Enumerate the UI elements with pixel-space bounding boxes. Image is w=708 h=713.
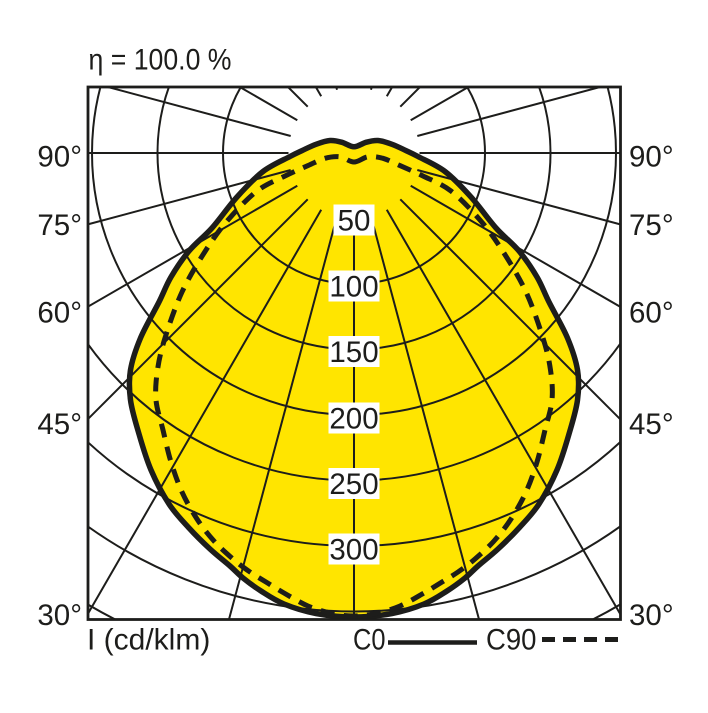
svg-text:60°: 60°	[37, 296, 82, 329]
svg-text:45°: 45°	[37, 408, 82, 441]
svg-text:C90: C90	[486, 624, 537, 657]
svg-text:30°: 30°	[629, 599, 674, 632]
svg-text:75°: 75°	[629, 209, 674, 242]
svg-text:50: 50	[338, 205, 371, 238]
svg-text:75°: 75°	[37, 209, 82, 242]
svg-text:90°: 90°	[37, 141, 82, 174]
svg-text:30°: 30°	[37, 599, 82, 632]
svg-text:250: 250	[329, 468, 378, 501]
svg-text:90°: 90°	[629, 141, 674, 174]
svg-text:150: 150	[329, 336, 378, 369]
svg-text:I (cd/klm): I (cd/klm)	[87, 624, 210, 657]
svg-text:100: 100	[329, 271, 378, 304]
svg-text:45°: 45°	[629, 408, 674, 441]
svg-text:200: 200	[329, 403, 378, 436]
svg-text:C0: C0	[353, 624, 386, 657]
svg-text:60°: 60°	[629, 296, 674, 329]
svg-text:η = 100.0 %: η = 100.0 %	[89, 44, 232, 77]
svg-text:300: 300	[329, 534, 378, 567]
